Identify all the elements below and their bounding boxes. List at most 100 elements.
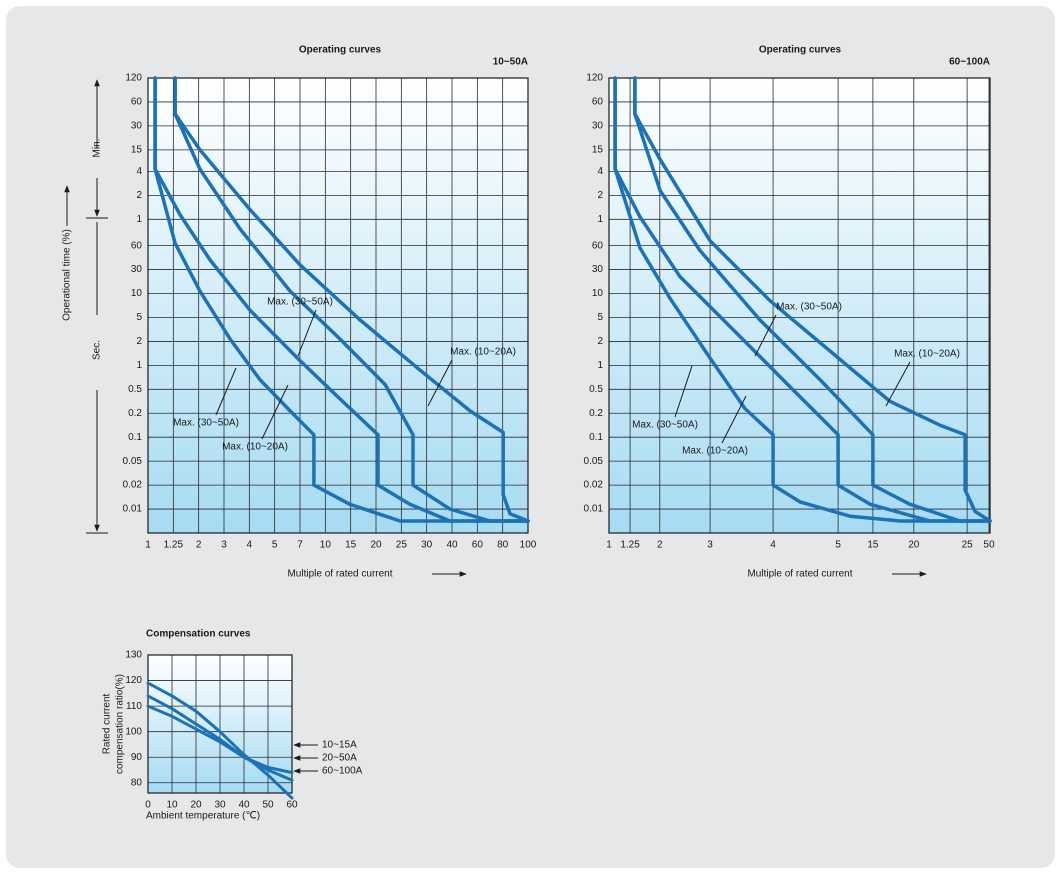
chart-subtitle: 60~100A	[949, 57, 990, 68]
y-tick-label: 1	[597, 214, 603, 225]
y-tick-label: 15	[592, 144, 604, 155]
x-tick-label: 100	[520, 540, 537, 551]
chart: Operating curves 10~50A 0.01 0.02 0.05 0.1 0.2…	[62, 45, 537, 580]
y-tick-label: 110	[126, 701, 142, 712]
chart: Compensation curves 80 90 100 110 120 130 0 10 20…	[102, 629, 363, 822]
y-tick-label: 0.02	[584, 480, 604, 491]
y-tick-label: 100	[125, 726, 142, 737]
chart-title: Operating curves	[299, 45, 382, 56]
y-tick-label: 60	[592, 97, 604, 108]
x-tick-label: 15	[867, 540, 879, 551]
x-tick-label: 5	[835, 540, 841, 551]
x-tick-label: 20	[908, 540, 920, 551]
y-tick-label: 1	[597, 360, 603, 371]
y-tick-label: 4	[597, 166, 603, 177]
chart-subtitle: 10~50A	[493, 57, 528, 68]
x-tick-label: 30	[214, 800, 226, 811]
curve	[146, 681, 294, 800]
chart-title: Operating curves	[759, 45, 842, 56]
y-group-label: Min.	[92, 139, 103, 158]
x-axis-label: Multiple of rated current	[287, 569, 392, 580]
legend-label: 60~100A	[322, 766, 363, 777]
curve	[146, 704, 294, 775]
annotation: Max. (30~50A)	[776, 302, 842, 313]
x-tick-label: 5	[272, 540, 278, 551]
y-tick-label: 90	[131, 752, 143, 763]
x-tick-label: 3	[221, 540, 227, 551]
y-tick-label: 2	[597, 336, 603, 347]
y-axis-label: compensation ratio(%)	[115, 674, 126, 774]
x-tick-label: 10	[166, 800, 178, 811]
chart: Operating curves 60~100A 0.01 0.02 0.05 0.1 0.…	[584, 45, 995, 580]
y-tick-label: 30	[131, 264, 143, 275]
y-tick-label: 60	[131, 97, 143, 108]
annotation-leader	[721, 395, 747, 444]
x-tick-label: 40	[446, 540, 458, 551]
plot-frame	[608, 77, 991, 534]
curve	[633, 76, 992, 523]
x-tick-label: 60	[286, 800, 298, 811]
y-tick-label: 15	[131, 144, 143, 155]
curve	[633, 76, 992, 523]
curve	[146, 694, 294, 782]
x-tick-label: 25	[962, 540, 974, 551]
y-tick-label: 1	[136, 360, 142, 371]
annotation: Max. (10~20A)	[894, 349, 960, 360]
y-tick-label: 0.5	[128, 384, 142, 395]
y-tick-label: 0.2	[128, 408, 142, 419]
y-tick-label: 80	[131, 777, 143, 788]
y-tick-label: 10	[592, 288, 604, 299]
legend-label: 20~50A	[322, 753, 357, 764]
annotation-leader	[297, 309, 317, 357]
x-tick-label: 25	[396, 540, 408, 551]
y-tick-label: 0.01	[584, 504, 604, 515]
x-tick-label: 4	[770, 540, 776, 551]
y-tick-label: 30	[592, 264, 604, 275]
y-axis-brackets	[64, 79, 108, 534]
y-tick-label: 2	[136, 336, 142, 347]
y-axis-label: Rated current	[102, 693, 113, 754]
x-tick-label: 15	[345, 540, 357, 551]
curve	[153, 76, 530, 523]
x-tick-label: 1.25	[164, 540, 184, 551]
annotation: Max. (30~50A)	[173, 418, 239, 429]
x-tick-label: 20	[190, 800, 202, 811]
y-tick-label: 0.1	[128, 432, 142, 443]
plot-area	[609, 78, 990, 533]
annotation: Max. (10~20A)	[450, 347, 516, 358]
x-tick-label: 50	[262, 800, 274, 811]
y-tick-label: 0.05	[123, 456, 143, 467]
x-tick-label: 1	[145, 540, 151, 551]
x-tick-label: 4	[247, 540, 253, 551]
x-tick-label: 3	[707, 540, 713, 551]
y-tick-label: 0.01	[123, 504, 143, 515]
x-tick-label: 7	[297, 540, 303, 551]
y-tick-label: 120	[586, 73, 603, 84]
plot-frame	[147, 654, 293, 794]
annotation-leader	[885, 361, 911, 407]
annotation-leader	[215, 367, 237, 416]
y-tick-label: 4	[136, 166, 142, 177]
curve	[613, 76, 992, 523]
curve	[173, 76, 530, 523]
x-tick-label: 50	[983, 540, 995, 551]
annotation: Max. (30~50A)	[632, 420, 698, 431]
y-tick-label: 30	[131, 121, 143, 132]
x-tick-label: 0	[145, 800, 151, 811]
y-axis-label: Operational time (%)	[62, 229, 73, 321]
annotation: Max. (10~20A)	[682, 446, 748, 457]
y-tick-label: 60	[131, 240, 143, 251]
x-tick-label: 2	[196, 540, 202, 551]
y-tick-label: 130	[125, 650, 142, 661]
y-tick-label: 120	[125, 675, 142, 686]
annotation-leader	[261, 384, 289, 440]
plot-frame	[147, 77, 529, 534]
y-tick-label: 2	[597, 190, 603, 201]
curve	[173, 76, 530, 523]
y-tick-label: 0.02	[123, 480, 143, 491]
y-tick-label: 0.5	[589, 384, 603, 395]
annotation-leader	[427, 359, 453, 407]
curve	[153, 76, 530, 523]
y-tick-label: 5	[597, 312, 603, 323]
